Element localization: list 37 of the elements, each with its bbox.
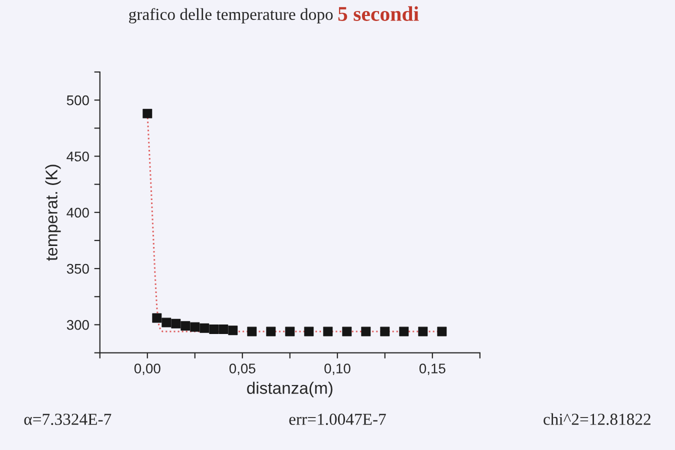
y-tick-label: 450 — [66, 152, 89, 162]
y-tick-label: 300 — [66, 320, 89, 330]
point — [266, 326, 276, 336]
point — [342, 326, 352, 336]
point — [247, 326, 257, 336]
point — [437, 326, 447, 336]
point — [323, 326, 333, 336]
point — [142, 108, 152, 118]
point — [171, 318, 181, 328]
point — [380, 326, 390, 336]
y-tick-label: 350 — [66, 264, 89, 274]
point — [218, 324, 228, 334]
point — [209, 324, 219, 334]
y-axis-title: temperat. (K) — [45, 164, 61, 261]
x-axis-title: distanza(m) — [247, 382, 332, 398]
point — [152, 313, 162, 323]
point — [190, 322, 200, 332]
point — [418, 326, 428, 336]
point — [399, 326, 409, 336]
text: chi^2=12.81822 — [544, 413, 650, 425]
x-tick-label: 0,05 — [229, 364, 256, 376]
point — [361, 326, 371, 336]
point — [228, 326, 238, 336]
point — [200, 323, 210, 333]
chart-title: grafico delle temperature dopo — [129, 8, 333, 24]
y-tick-label: 400 — [66, 208, 89, 218]
text: err=1.0047E-7 — [289, 414, 386, 425]
text: α=7.3324E-7 — [24, 414, 112, 425]
point — [285, 326, 295, 336]
x-tick-label: 0,15 — [419, 364, 446, 376]
chart-subtitle: 5 secondi — [338, 6, 419, 21]
point — [162, 318, 172, 328]
x-tick-label: 0,10 — [324, 364, 350, 376]
point — [304, 326, 314, 336]
x-tick-label: 0,00 — [134, 364, 160, 376]
point — [180, 321, 190, 331]
y-tick-label: 500 — [66, 95, 89, 106]
